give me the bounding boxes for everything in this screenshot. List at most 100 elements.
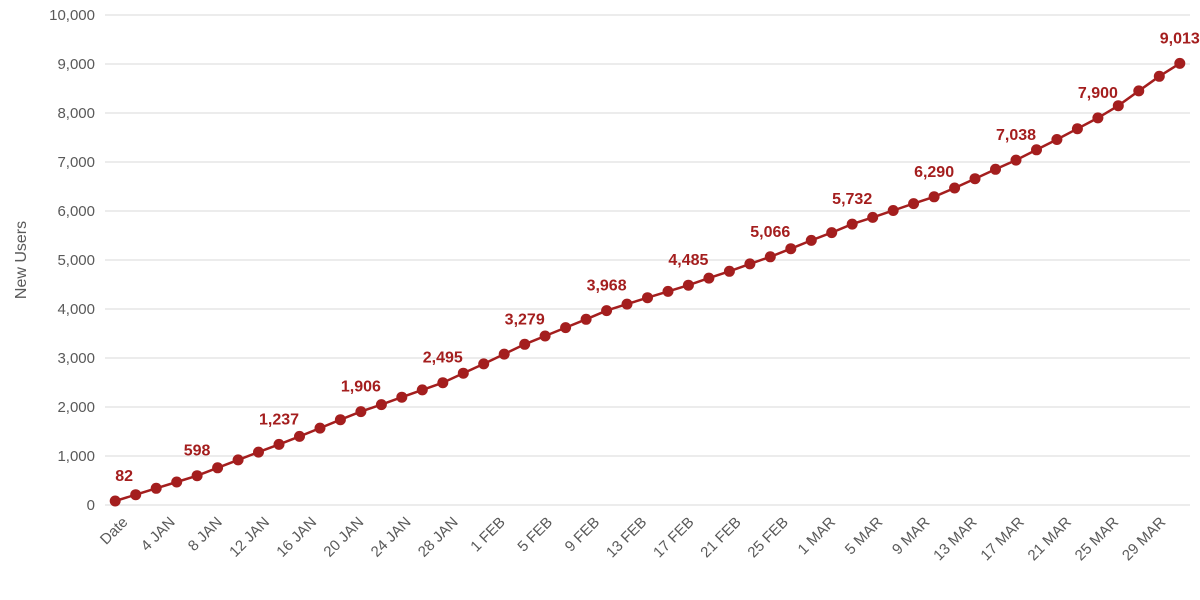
new-users-line-chart: 0 1,000 2,000 3,000 4,000 5,000 6,000 7,000 8,00… <box>0 0 1200 600</box>
y-tick-label: 9,000 <box>57 56 95 73</box>
x-tick-label: 17 MAR <box>977 514 1027 564</box>
x-tick-label: 28 JAN <box>415 514 462 561</box>
data-label: 7,038 <box>996 127 1036 144</box>
x-tick-label: 12 JAN <box>226 514 273 561</box>
x-tick-label: 9 MAR <box>889 514 934 559</box>
data-label: 4,485 <box>668 252 708 269</box>
x-tick-label: 16 JAN <box>273 514 320 561</box>
data-marker <box>212 462 223 473</box>
y-tick-label: 6,000 <box>57 203 95 220</box>
data-marker <box>744 258 755 269</box>
data-marker <box>703 273 714 284</box>
data-label: 5,066 <box>750 224 790 241</box>
data-marker <box>396 392 407 403</box>
x-tick-label: 13 FEB <box>603 514 650 561</box>
data-marker <box>376 399 387 410</box>
data-marker <box>785 243 796 254</box>
data-marker <box>519 339 530 350</box>
data-marker <box>601 305 612 316</box>
data-label: 1,237 <box>259 411 299 428</box>
x-tick-label: 21 FEB <box>697 514 744 561</box>
x-tick-label: 20 JAN <box>320 514 367 561</box>
data-marker <box>437 377 448 388</box>
data-marker <box>499 349 510 360</box>
data-marker <box>949 183 960 194</box>
data-marker <box>274 439 285 450</box>
data-marker <box>355 406 366 417</box>
x-tick-label: 17 FEB <box>650 514 697 561</box>
y-tick-label: 5,000 <box>57 252 95 269</box>
x-tick-label: 8 JAN <box>185 514 226 555</box>
x-tick-label: 1 MAR <box>795 514 840 559</box>
data-label: 9,013 <box>1160 30 1200 47</box>
x-tick-label: 5 MAR <box>842 514 887 559</box>
data-marker <box>888 205 899 216</box>
data-marker <box>110 496 121 507</box>
x-tick-label: 4 JAN <box>138 514 179 555</box>
data-marker <box>581 314 592 325</box>
data-marker <box>867 212 878 223</box>
data-marker <box>847 219 858 230</box>
data-marker <box>1031 144 1042 155</box>
y-tick-label: 3,000 <box>57 350 95 367</box>
y-tick-label: 1,000 <box>57 448 95 465</box>
data-label: 6,290 <box>914 164 954 181</box>
data-marker <box>560 322 571 333</box>
y-tick-label: 8,000 <box>57 105 95 122</box>
data-label: 7,900 <box>1078 85 1118 102</box>
y-axis-label: New Users <box>13 221 30 299</box>
x-tick-label: 1 FEB <box>467 514 508 555</box>
data-marker <box>1072 123 1083 134</box>
data-label: 3,968 <box>587 278 627 295</box>
data-marker <box>826 227 837 238</box>
data-marker <box>130 489 141 500</box>
data-marker <box>294 431 305 442</box>
y-tick-label: 4,000 <box>57 301 95 318</box>
data-label: 1,906 <box>341 379 381 396</box>
y-tick-label: 7,000 <box>57 154 95 171</box>
x-tick-label: 9 FEB <box>562 514 603 555</box>
y-tick-label: 10,000 <box>49 7 95 24</box>
data-marker <box>1011 155 1022 166</box>
data-marker <box>151 483 162 494</box>
data-marker <box>458 368 469 379</box>
y-tick-label: 0 <box>87 497 95 514</box>
data-marker <box>192 470 203 481</box>
data-marker <box>171 477 182 488</box>
data-marker <box>253 447 264 458</box>
x-tick-label: 21 MAR <box>1025 514 1075 564</box>
data-marker <box>929 191 940 202</box>
data-marker <box>622 299 633 310</box>
data-marker <box>1092 112 1103 123</box>
x-tick-label: 25 MAR <box>1072 514 1122 564</box>
data-marker <box>765 251 776 262</box>
data-marker <box>417 384 428 395</box>
data-marker <box>1133 85 1144 96</box>
data-label: 5,732 <box>832 191 872 208</box>
data-label: 3,279 <box>505 311 545 328</box>
x-tick-label: Date <box>97 514 131 548</box>
data-label: 2,495 <box>423 350 463 367</box>
x-tick-label: 25 FEB <box>744 514 791 561</box>
x-tick-label: 24 JAN <box>368 514 415 561</box>
data-marker <box>1154 71 1165 82</box>
x-tick-label: 13 MAR <box>930 514 980 564</box>
data-marker <box>233 454 244 465</box>
data-marker <box>663 286 674 297</box>
data-marker <box>642 292 653 303</box>
data-label: 598 <box>184 443 211 460</box>
x-tick-label: 5 FEB <box>514 514 555 555</box>
data-marker <box>478 358 489 369</box>
y-tick-label: 2,000 <box>57 399 95 416</box>
data-marker <box>335 414 346 425</box>
data-marker <box>990 164 1001 175</box>
data-marker <box>1051 134 1062 145</box>
data-marker <box>315 423 326 434</box>
data-marker <box>806 235 817 246</box>
data-label: 82 <box>115 468 133 485</box>
data-marker <box>1174 58 1185 69</box>
data-marker <box>540 331 551 342</box>
data-marker <box>724 266 735 277</box>
data-marker <box>970 173 981 184</box>
data-marker <box>683 280 694 291</box>
